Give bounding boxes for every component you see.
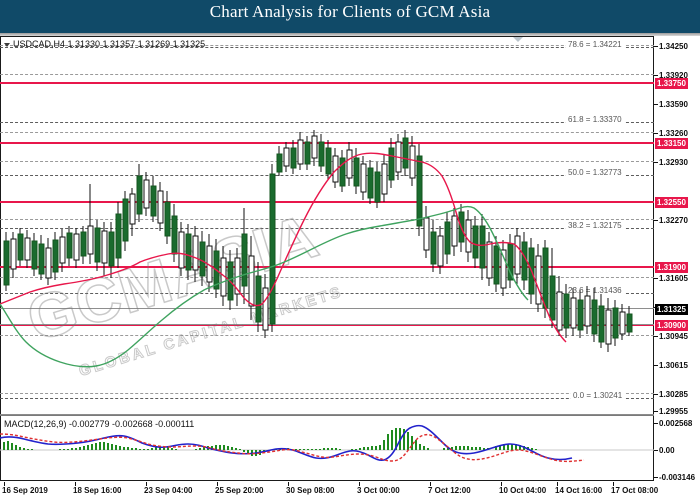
ma-fast-line bbox=[0, 152, 567, 343]
fib-line-50-0 bbox=[0, 175, 654, 176]
symbol-info-text: USDCAD,H4 1.31330 1.31357 1.31269 1.3132… bbox=[13, 39, 206, 49]
gridline bbox=[0, 335, 654, 336]
symbol-info: USDCAD,H4 1.31330 1.31357 1.31269 1.3132… bbox=[4, 39, 205, 49]
time-tick-label: 30 Sep 08:00 bbox=[286, 486, 335, 495]
page-title: Chart Analysis for Clients of GCM Asia bbox=[209, 2, 491, 21]
price-tick: 1.32930 bbox=[659, 158, 688, 167]
macd-histogram bbox=[3, 428, 537, 456]
title-banner: Chart Analysis for Clients of GCM Asia bbox=[0, 0, 700, 33]
price-tag-resistance: 1.33150 bbox=[655, 138, 688, 149]
macd-line bbox=[0, 424, 573, 461]
gridline bbox=[0, 132, 654, 133]
price-tag-resistance: 1.33750 bbox=[655, 78, 688, 89]
gridline bbox=[0, 74, 654, 75]
macd-axis-tick: 0.002568 bbox=[659, 419, 693, 428]
time-tick-label: 7 Oct 12:00 bbox=[428, 486, 471, 495]
gridline bbox=[0, 219, 654, 220]
price-tag-current: 1.31325 bbox=[655, 304, 688, 315]
gridline bbox=[0, 393, 654, 394]
chart-area: GCMASIA GLOBAL CAPITAL MARKETS 78.6 = 1.… bbox=[0, 36, 700, 500]
time-tick-label: 3 Oct 00:00 bbox=[357, 486, 400, 495]
macd-pane: MACD(12,26,9) -0.002779 -0.002668 -0.000… bbox=[0, 415, 654, 481]
price-tick: 1.33590 bbox=[659, 100, 688, 109]
price-tag-resistance: 1.31900 bbox=[655, 262, 688, 273]
level-line-1-33150 bbox=[0, 142, 654, 144]
level-line-1-33750 bbox=[0, 82, 654, 84]
macd-signal-line bbox=[0, 433, 585, 463]
fib-line-23-6 bbox=[0, 293, 654, 294]
time-tick-label: 14 Oct 16:00 bbox=[555, 486, 603, 495]
price-tick: 1.30945 bbox=[659, 332, 688, 341]
time-tick-label: 25 Sep 20:00 bbox=[215, 486, 264, 495]
fib-line-38-2 bbox=[0, 228, 654, 229]
chevron-down-icon[interactable] bbox=[4, 42, 10, 47]
time-tick-label: 16 Sep 2019 bbox=[2, 486, 48, 495]
time-axis[interactable]: 16 Sep 2019 18 Sep 16:00 23 Sep 04:00 25… bbox=[0, 482, 658, 500]
time-tick-label: 17 Oct 08:00 bbox=[611, 486, 659, 495]
price-tick: 1.30285 bbox=[659, 390, 688, 399]
price-axis[interactable]: 1.34250 1.33920 1.33590 1.33260 1.32930 … bbox=[654, 36, 700, 482]
candles bbox=[3, 130, 633, 352]
collapse-chevron-icon[interactable] bbox=[513, 37, 523, 42]
gridline bbox=[0, 277, 654, 278]
macd-info: MACD(12,26,9) -0.002779 -0.002668 -0.000… bbox=[4, 419, 195, 429]
current-price-line bbox=[0, 324, 654, 325]
level-line-1-32550 bbox=[0, 201, 654, 203]
fib-label-23-6: 23.6 = 1.31436 bbox=[566, 286, 624, 295]
macd-chart bbox=[0, 424, 654, 463]
price-tag-resistance: 1.32550 bbox=[655, 197, 688, 208]
time-tick-label: 10 Oct 04:00 bbox=[499, 486, 547, 495]
fib-label-50-0: 50.0 = 1.32773 bbox=[566, 168, 624, 177]
price-tick: 1.33260 bbox=[659, 129, 688, 138]
price-tick: 1.33920 bbox=[659, 71, 688, 80]
gridline bbox=[0, 45, 654, 46]
fib-line-0-0 bbox=[0, 398, 654, 399]
current-price-line bbox=[0, 308, 654, 309]
candlestick-series bbox=[0, 130, 633, 368]
fib-line-78-6 bbox=[0, 47, 654, 48]
macd-axis-tick: 0.00 bbox=[659, 446, 675, 455]
title-divider bbox=[0, 33, 700, 36]
price-tick: 1.31605 bbox=[659, 274, 688, 283]
fib-line-61-8 bbox=[0, 122, 654, 123]
price-tick: 1.34250 bbox=[659, 42, 688, 51]
fib-label-61-8: 61.8 = 1.33370 bbox=[566, 115, 624, 124]
price-pane: 78.6 = 1.34221 61.8 = 1.33370 50.0 = 1.3… bbox=[0, 36, 654, 414]
level-line-1-30900 bbox=[0, 324, 654, 326]
fib-label-0-0: 0.0 = 1.30241 bbox=[571, 391, 625, 400]
macd-axis-tick: -0.003146 bbox=[659, 473, 696, 482]
fib-label-38-2: 38.2 = 1.32175 bbox=[566, 221, 624, 230]
price-tick: 1.29955 bbox=[659, 407, 688, 416]
ma-slow-line bbox=[0, 205, 529, 368]
time-tick-label: 23 Sep 04:00 bbox=[144, 486, 193, 495]
price-tick: 1.32270 bbox=[659, 216, 688, 225]
price-tick: 1.30615 bbox=[659, 361, 688, 370]
time-tick-label: 18 Sep 16:00 bbox=[73, 486, 122, 495]
fib-label-78-6: 78.6 = 1.34221 bbox=[566, 40, 624, 49]
price-tag-resistance: 1.30900 bbox=[655, 320, 688, 331]
level-line-1-31900 bbox=[0, 266, 654, 268]
